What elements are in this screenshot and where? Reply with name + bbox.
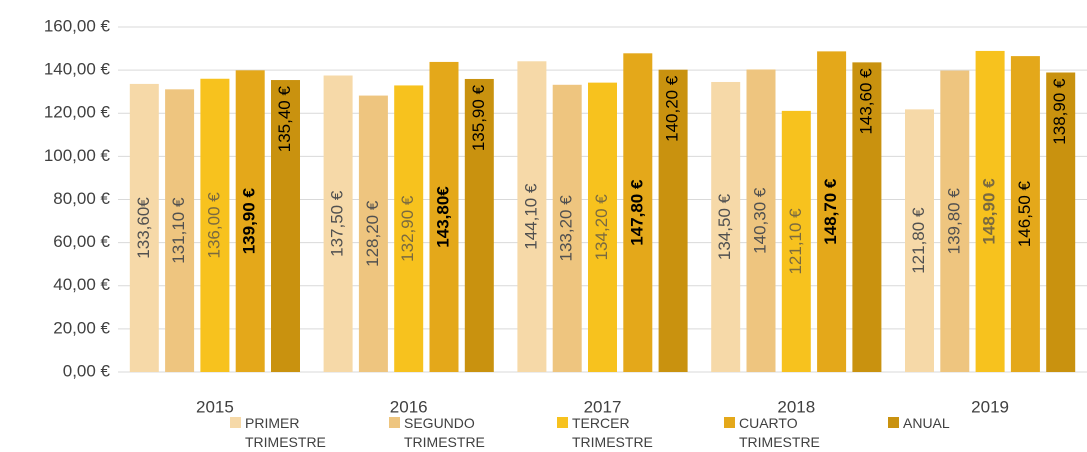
bar	[200, 78, 230, 372]
value-label: 128,20 €	[363, 200, 382, 267]
legend-swatch	[724, 417, 735, 428]
bar	[517, 61, 547, 373]
bar	[1046, 72, 1076, 372]
legend-label: ANUAL	[903, 415, 950, 431]
value-label: 139,80 €	[944, 188, 963, 255]
value-label: 135,40 €	[275, 86, 294, 153]
bar	[1010, 56, 1040, 372]
value-label: 143,60 €	[856, 68, 875, 135]
bar	[358, 95, 388, 372]
bar	[394, 85, 424, 372]
legend-label: PRIMER TRIMESTRE	[245, 415, 326, 450]
x-tick-label: 2015	[196, 397, 234, 416]
value-label: 131,10 €	[169, 197, 188, 264]
value-label: 143,80€	[433, 186, 452, 248]
legend-swatch	[888, 417, 899, 428]
value-label: 134,20 €	[592, 194, 611, 261]
legend-swatch	[557, 417, 568, 428]
bar	[658, 69, 688, 372]
bar	[711, 81, 741, 372]
value-label: 140,20 €	[663, 75, 682, 142]
legend-label: SEGUNDO TRIMESTRE	[404, 415, 485, 450]
value-label: 136,00 €	[204, 192, 223, 259]
value-label: 134,50 €	[715, 193, 734, 260]
value-label: 148,90 €	[980, 178, 999, 245]
bar	[129, 83, 159, 373]
value-label: 121,80 €	[909, 207, 928, 274]
y-tick-label: 100,00 €	[44, 146, 111, 165]
y-tick-label: 60,00 €	[53, 232, 110, 251]
bar	[323, 75, 353, 372]
y-tick-label: 120,00 €	[44, 103, 111, 122]
bar	[852, 62, 882, 373]
bar	[781, 110, 811, 373]
bar	[940, 70, 970, 373]
bar	[746, 69, 776, 373]
y-tick-label: 0,00 €	[63, 361, 111, 380]
bar	[817, 51, 847, 372]
value-label: 121,10 €	[786, 208, 805, 275]
legend-item: PRIMER TRIMESTRE	[230, 414, 335, 452]
y-tick-label: 140,00 €	[44, 60, 111, 79]
bar	[429, 61, 459, 373]
bar	[588, 82, 617, 372]
value-label: 148,70 €	[821, 178, 840, 245]
bar	[271, 80, 300, 372]
value-label: 133,20 €	[557, 195, 576, 262]
value-label: 140,30 €	[750, 187, 769, 254]
bar	[464, 78, 494, 372]
x-tick-label: 2018	[777, 397, 815, 416]
value-label: 132,90 €	[398, 195, 417, 262]
x-tick-label: 2019	[971, 397, 1009, 416]
value-label: 138,90 €	[1050, 78, 1069, 145]
value-label: 147,80 €	[627, 179, 646, 246]
y-tick-label: 20,00 €	[53, 318, 110, 337]
x-tick-label: 2016	[390, 397, 428, 416]
value-label: 135,90 €	[469, 84, 488, 151]
y-tick-label: 80,00 €	[53, 189, 110, 208]
value-label: 133,60€	[134, 197, 153, 259]
legend-swatch	[230, 417, 241, 428]
legend-label: CUARTO TRIMESTRE	[739, 415, 820, 450]
legend-item: TERCER TRIMESTRE	[557, 414, 662, 452]
legend-item: CUARTO TRIMESTRE	[724, 414, 829, 452]
x-tick-label: 2017	[584, 397, 622, 416]
value-label: 139,90 €	[240, 188, 259, 255]
y-tick-label: 40,00 €	[53, 275, 110, 294]
bar	[623, 53, 653, 373]
value-label: 146,50 €	[1015, 180, 1034, 247]
bar	[165, 89, 195, 373]
legend-swatch	[389, 417, 400, 428]
bar	[905, 109, 934, 373]
legend-label: TERCER TRIMESTRE	[572, 415, 653, 450]
bar	[552, 84, 582, 372]
bar	[235, 70, 265, 372]
value-label: 137,50 €	[328, 190, 347, 257]
y-tick-label: 160,00 €	[44, 16, 111, 35]
value-label: 144,10 €	[521, 183, 540, 250]
legend-item: SEGUNDO TRIMESTRE	[389, 414, 494, 452]
bar	[975, 50, 1005, 372]
legend-item: ANUAL	[888, 414, 993, 433]
